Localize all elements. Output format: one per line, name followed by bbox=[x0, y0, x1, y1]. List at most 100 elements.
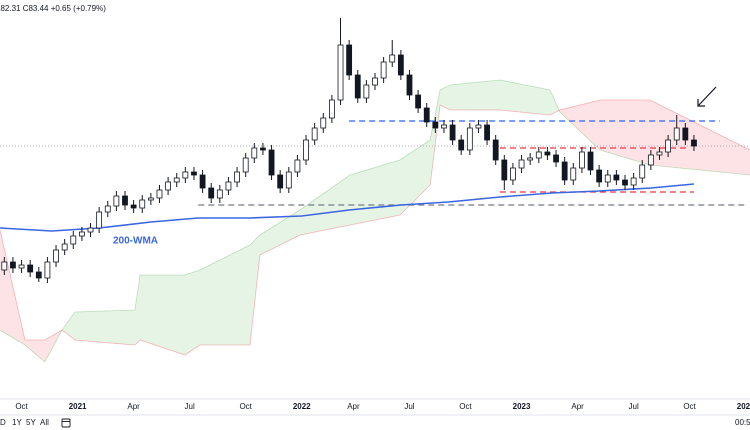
candle-body bbox=[397, 54, 404, 76]
candle-body bbox=[44, 261, 51, 279]
cloud-segment bbox=[550, 90, 560, 115]
range-button[interactable]: All bbox=[40, 418, 49, 427]
candle-body bbox=[78, 231, 85, 237]
cloud-segment bbox=[0, 230, 25, 345]
candle-body bbox=[432, 121, 439, 129]
levels bbox=[198, 120, 746, 206]
cloud-segment bbox=[500, 80, 550, 115]
candle-body bbox=[406, 74, 413, 96]
cloud-segment bbox=[250, 235, 260, 345]
cloud-segment bbox=[25, 340, 45, 362]
candle-body bbox=[647, 154, 654, 166]
candle-body bbox=[285, 171, 292, 189]
candle-body bbox=[225, 181, 232, 191]
calendar-icon[interactable] bbox=[61, 418, 71, 428]
candle-body bbox=[441, 124, 447, 129]
candle-body bbox=[242, 157, 249, 173]
candle-body bbox=[165, 181, 172, 191]
candle-body bbox=[466, 127, 473, 151]
x-tick-label: Apr bbox=[571, 402, 584, 411]
candle-body bbox=[587, 151, 594, 171]
candle-body bbox=[423, 107, 430, 123]
candle-body bbox=[458, 139, 465, 151]
candle-body bbox=[535, 151, 542, 159]
candle-body bbox=[113, 195, 120, 207]
range-button[interactable]: 5Y bbox=[26, 418, 36, 427]
cloud-segment bbox=[300, 175, 350, 235]
candle-body bbox=[130, 204, 137, 209]
x-tick-label: Oct bbox=[15, 402, 28, 411]
x-tick-label: Apr bbox=[127, 402, 140, 411]
candle-body bbox=[173, 177, 180, 183]
candle-body bbox=[492, 139, 499, 161]
cloud-segment bbox=[75, 310, 135, 345]
candle-body bbox=[363, 84, 370, 99]
candle-body bbox=[510, 167, 516, 181]
candle-body bbox=[320, 117, 327, 129]
annotation-arrow bbox=[697, 86, 717, 107]
candle-body bbox=[337, 44, 344, 101]
candle-body bbox=[96, 211, 103, 229]
wma-line bbox=[0, 183, 695, 232]
candle-body bbox=[380, 61, 387, 79]
candle-body bbox=[122, 195, 128, 206]
candle-body bbox=[277, 174, 284, 189]
candle-body bbox=[484, 124, 490, 141]
x-tick-label: Jul bbox=[185, 402, 195, 411]
candle-body bbox=[251, 147, 258, 159]
candle-body bbox=[354, 74, 361, 99]
candle-body bbox=[415, 94, 422, 109]
candle-body bbox=[87, 227, 94, 233]
candle-body bbox=[613, 174, 620, 181]
candle-body bbox=[673, 127, 680, 141]
candle-body bbox=[682, 127, 689, 141]
candle-body bbox=[596, 169, 603, 183]
x-tick-label: Oct bbox=[459, 402, 472, 411]
cloud-segment bbox=[44, 330, 63, 362]
candle-body bbox=[35, 271, 42, 279]
candle-body bbox=[475, 124, 482, 129]
candle-body bbox=[389, 54, 396, 63]
cloud-segment bbox=[200, 245, 250, 345]
cloud-segment bbox=[140, 275, 185, 355]
x-tick-label: Oct bbox=[239, 402, 252, 411]
candle-body bbox=[61, 243, 68, 251]
x-axis: Oct 2021 Apr Jul Oct 2022 Apr Jul Oct 2023 Apr Jul O… bbox=[0, 398, 750, 411]
range-button[interactable]: D bbox=[0, 418, 6, 427]
candle-body bbox=[53, 249, 59, 263]
candle-body bbox=[544, 151, 551, 156]
candle-body bbox=[622, 179, 628, 186]
candle-body bbox=[449, 124, 456, 141]
candle-body bbox=[199, 174, 206, 189]
candle-body bbox=[372, 77, 378, 86]
range-button[interactable]: 1Y bbox=[12, 418, 22, 427]
candles bbox=[0, 18, 750, 283]
candle-body bbox=[518, 159, 525, 169]
candle-body bbox=[10, 261, 16, 269]
candle-body bbox=[346, 44, 353, 76]
candle-body bbox=[501, 159, 508, 181]
cloud-segment bbox=[400, 140, 431, 215]
candle-body bbox=[639, 164, 646, 179]
cloud-line bbox=[0, 79, 750, 363]
ohlc-header: L82.31 C83.44 +0.65 (+0.79%) bbox=[0, 4, 106, 13]
toolbar: D 1Y 5Y All bbox=[0, 418, 49, 427]
candle-body bbox=[156, 189, 163, 199]
candle-body bbox=[216, 189, 223, 199]
x-tick-label: Jul bbox=[629, 402, 639, 411]
x-tick-label: Oct bbox=[683, 402, 696, 411]
candle-body bbox=[18, 264, 25, 269]
candle-body bbox=[139, 199, 146, 209]
x-tick-label: 2023 bbox=[513, 402, 531, 411]
cloud-segment bbox=[259, 210, 300, 255]
cloud-segment bbox=[700, 125, 750, 175]
candle-body bbox=[604, 174, 611, 183]
x-tick-label: Apr bbox=[347, 402, 360, 411]
candle-body bbox=[268, 149, 275, 176]
candle-body bbox=[630, 177, 637, 186]
candle-body bbox=[328, 99, 335, 119]
cloud-line bbox=[0, 99, 750, 356]
candle-body bbox=[182, 171, 189, 179]
